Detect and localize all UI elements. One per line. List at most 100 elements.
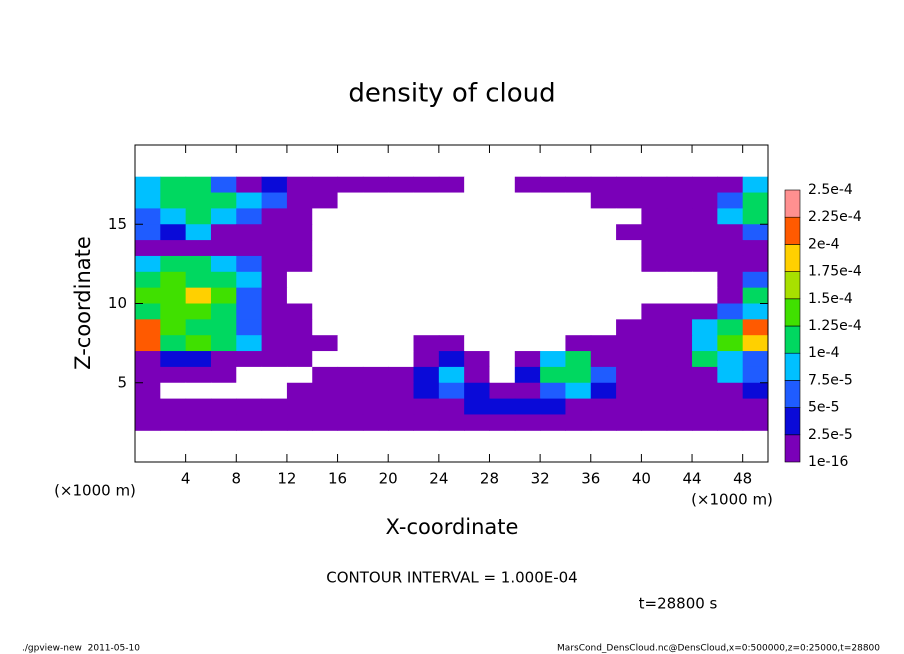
contour-cell [666,382,693,400]
contour-cell [261,335,288,352]
contour-cell [388,224,415,241]
contour-cell [160,335,187,352]
contour-cell [236,208,263,225]
contour-cell [717,398,744,415]
contour-cell [312,208,339,225]
colorbar-label: 1.75e-4 [808,264,862,280]
colorbar-box [784,325,801,354]
contour-cell [540,398,566,415]
contour-cell [413,255,440,273]
contour-cell [717,192,744,209]
contour-cell [514,366,541,384]
contour-cell [742,414,769,431]
contour-cell [236,176,263,194]
contour-cell [261,208,288,225]
colorbar-box [784,298,801,327]
contour-cell [438,271,465,289]
contour-cell [540,335,566,352]
contour-cell [514,192,541,209]
contour-cell [185,319,212,336]
contour-cell [362,287,389,304]
colorbar-label: 5e-5 [808,400,839,416]
contour-cell [337,287,364,304]
contour-cell [185,255,212,273]
contour-cell [135,224,161,241]
contour-cell [742,382,769,400]
contour-cell [210,240,237,257]
contour-cell [236,335,263,352]
contour-cell [540,208,566,225]
contour-cell [135,303,161,320]
contour-cell [413,287,440,304]
contour-cell [641,192,668,209]
contour-cell [641,240,668,257]
contour-cell [717,240,744,257]
contour-cell [489,287,516,304]
contour-cell [286,351,313,368]
contour-cell [692,224,718,241]
contour-cell [666,414,693,431]
contour-cell [312,335,339,352]
contour-cell [413,271,440,289]
contour-cell [438,398,465,415]
contour-cell [210,319,237,336]
contour-cell [692,319,718,336]
contour-cell [337,366,364,384]
contour-cell [742,351,769,368]
contour-cell [210,224,237,241]
contour-cell [590,176,617,194]
contour-cell [489,255,516,273]
contour-cell [135,176,161,194]
contour-cell [210,255,237,273]
contour-cell [362,366,389,384]
contour-cell [565,176,592,194]
contour-cell [666,366,693,384]
contour-cell [464,382,490,400]
contour-cell [312,319,339,336]
contour-cell [717,224,744,241]
contour-cell [666,255,693,273]
contour-cell [514,287,541,304]
contour-cell [666,208,693,225]
contour-cell [692,414,718,431]
contour-cell [438,192,465,209]
contour-cell [413,192,440,209]
contour-cell [185,192,212,209]
contour-cell [413,335,440,352]
contour-cell [742,255,769,273]
contour-cell [641,366,668,384]
colorbar-box [784,352,801,381]
contour-cell [641,382,668,400]
contour-cell [160,303,187,320]
colorbar-label: 1.25e-4 [808,318,862,334]
contour-cell [135,351,161,368]
contour-cell [388,382,415,400]
contour-cell [160,271,187,289]
contour-cell [489,319,516,336]
contour-cell [692,398,718,415]
contour-cell [514,176,541,194]
contour-cell [312,398,339,415]
contour-cell [514,351,541,368]
contour-cell [717,255,744,273]
contour-cell [616,192,642,209]
contour-cell [286,208,313,225]
colorbar-label: 1e-4 [808,345,840,361]
contour-cell [388,287,415,304]
contour-cell [210,382,237,400]
contour-cell [362,192,389,209]
contour-cell [236,271,263,289]
contour-cell [210,176,237,194]
contour-cell [185,351,212,368]
contour-cell [489,335,516,352]
contour-cell [641,335,668,352]
contour-cell [489,398,516,415]
contour-cell [717,271,744,289]
contour-cell [210,271,237,289]
contour-cell [489,271,516,289]
contour-cell [388,335,415,352]
contour-cell [590,271,617,289]
contour-cell [185,398,212,415]
x-tick-label: 24 [429,470,448,488]
